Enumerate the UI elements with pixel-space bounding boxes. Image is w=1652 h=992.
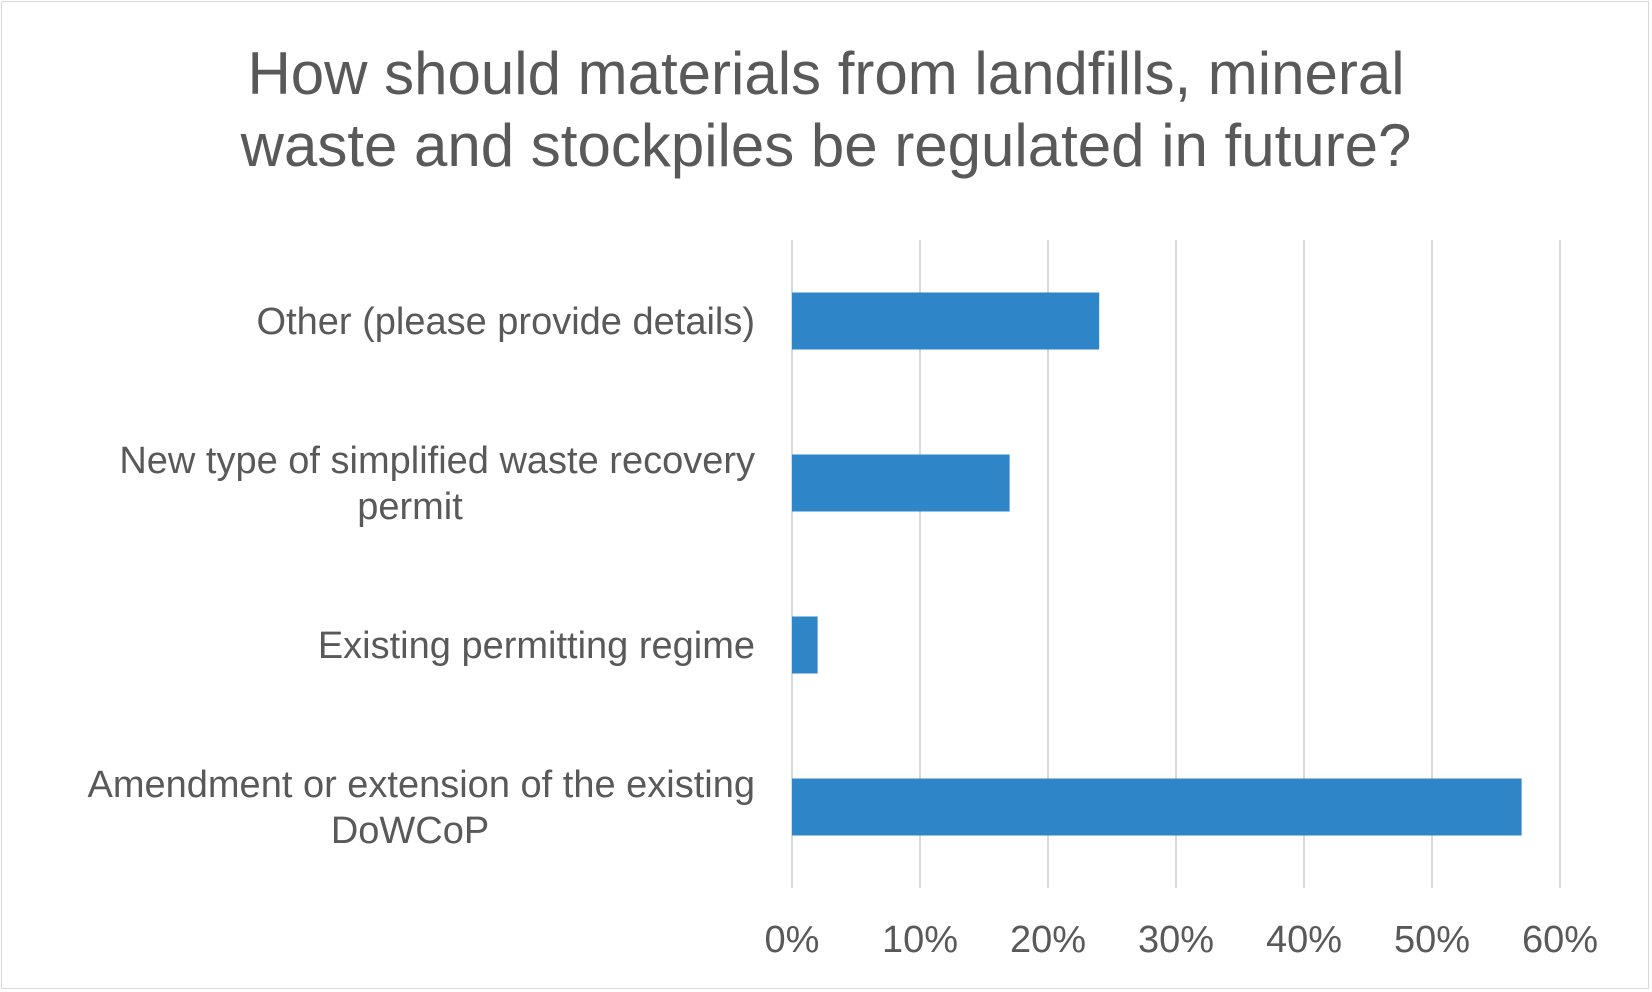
bar-1 xyxy=(792,616,818,674)
bar-3 xyxy=(792,292,1100,350)
category-label-3-line-0: Other (please provide details) xyxy=(257,301,755,343)
category-label-0-line-1: DoWCoP xyxy=(331,810,489,852)
chart-title-line-2: waste and stockpiles be regulated in fut… xyxy=(240,112,1412,179)
category-label-1-line-0: Existing permitting regime xyxy=(318,625,755,667)
chart-title-line-1: How should materials from landfills, min… xyxy=(247,40,1405,107)
x-tick-label-2: 20% xyxy=(1010,919,1086,961)
x-tick-label-4: 40% xyxy=(1266,919,1342,961)
x-tick-label-5: 50% xyxy=(1394,919,1470,961)
x-tick-label-0: 0% xyxy=(765,919,820,961)
bar-2 xyxy=(792,454,1010,512)
category-label-0-line-0: Amendment or extension of the existing xyxy=(88,764,756,806)
chart-title: How should materials from landfills, min… xyxy=(0,38,1652,182)
x-tick-label-1: 10% xyxy=(882,919,958,961)
x-tick-label-3: 30% xyxy=(1138,919,1214,961)
category-label-2-line-0: New type of simplified waste recovery xyxy=(119,440,755,482)
category-label-2-line-1: permit xyxy=(357,486,463,528)
bar-0 xyxy=(792,778,1522,836)
x-tick-label-6: 60% xyxy=(1522,919,1598,961)
